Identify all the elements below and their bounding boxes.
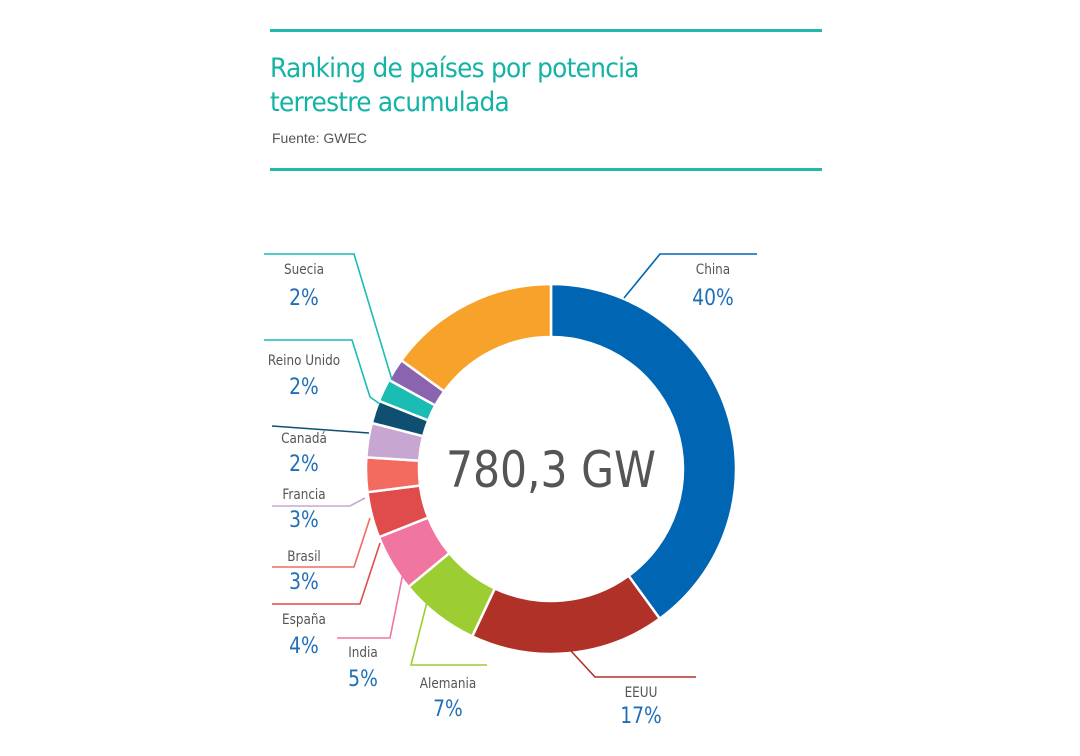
- center-total-label: 780,3 GW: [446, 441, 656, 499]
- percent-label-china: 40%: [692, 285, 734, 311]
- percent-label-india: 5%: [348, 666, 378, 692]
- percent-label-suecia: 2%: [289, 285, 319, 311]
- percent-label-eeuu: 17%: [620, 703, 662, 729]
- slice-brasil: [364, 456, 422, 494]
- category-label-brasil: Brasil: [287, 549, 321, 565]
- percent-label-reino-unido: 2%: [289, 374, 319, 400]
- slice-eeuu: [470, 574, 662, 656]
- percent-label-espana: 4%: [289, 633, 319, 659]
- leader-line-francia: [272, 497, 366, 507]
- leader-line-eeuu: [570, 650, 696, 678]
- category-label-china: China: [696, 262, 730, 278]
- leader-line-india: [337, 572, 404, 639]
- category-label-canada: Canadá: [281, 431, 327, 447]
- slice-china: [549, 282, 738, 621]
- percent-label-canada: 2%: [289, 451, 319, 477]
- category-label-eeuu: EEUU: [625, 685, 658, 701]
- top-rule: [270, 29, 822, 32]
- leader-line-canada: [271, 425, 370, 434]
- category-label-suecia: Suecia: [284, 262, 324, 278]
- leader-line-alemania: [409, 597, 487, 666]
- percent-label-alemania: 7%: [433, 696, 463, 722]
- category-label-alemania: Alemania: [420, 676, 476, 692]
- leader-line-brasil: [272, 517, 371, 568]
- percent-label-francia: 3%: [289, 507, 319, 533]
- category-label-india: India: [348, 645, 378, 661]
- chart-title-line-2: terrestre acumulada: [270, 87, 510, 118]
- percent-label-brasil: 3%: [289, 569, 319, 595]
- slice-other: [399, 282, 553, 394]
- leader-line-china: [623, 253, 757, 299]
- leader-line-reino-unido: [264, 339, 381, 405]
- leader-line-espana: [272, 542, 381, 605]
- leader-line-suecia: [264, 253, 393, 381]
- chart-title-line-1: Ranking de países por potencia: [270, 53, 640, 84]
- category-label-reino-unido: Reino Unido: [268, 353, 340, 369]
- chart-source: Fuente: GWEC: [272, 130, 367, 146]
- chart-title: Ranking de países por potencia terrestre…: [270, 52, 640, 120]
- category-label-francia: Francia: [282, 487, 325, 503]
- bottom-rule: [270, 168, 822, 171]
- category-label-espana: España: [282, 612, 326, 628]
